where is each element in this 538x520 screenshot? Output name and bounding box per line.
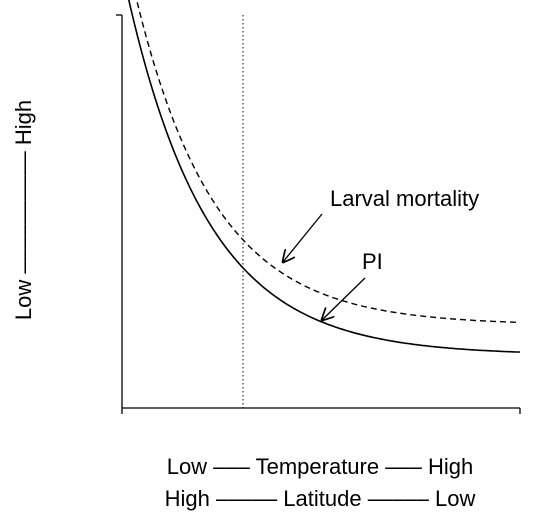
x-axis-label: High ––––– Latitude ––––– Low	[165, 486, 476, 511]
larval-mortality-curve	[135, 0, 521, 324]
arrow	[322, 277, 366, 320]
annotation: PI	[362, 249, 383, 274]
annotation: Larval mortality	[330, 186, 479, 211]
pi-curve	[127, 0, 521, 353]
y-axis-label: Low –––––––––– High	[11, 100, 36, 320]
x-axis-label: Low ––– Temperature ––– High	[167, 454, 474, 479]
arrow	[283, 213, 323, 262]
